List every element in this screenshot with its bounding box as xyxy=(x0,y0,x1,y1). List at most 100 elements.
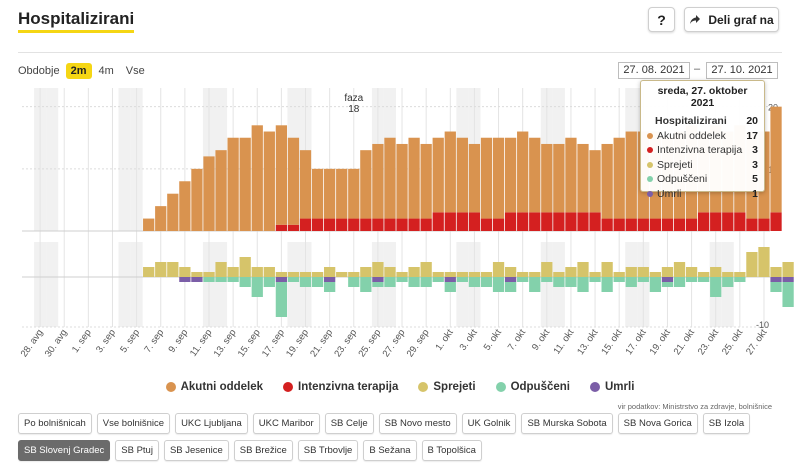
filter-button-5[interactable]: SB Novo mesto xyxy=(378,413,457,434)
icu-bar xyxy=(504,212,517,231)
filter-button-14[interactable]: SB Trbovlje xyxy=(297,440,359,461)
filter-button-13[interactable]: SB Brežice xyxy=(233,440,293,461)
legend-label: Intenzivna terapija xyxy=(298,381,399,393)
legend-item-discharged[interactable]: Odpuščeni xyxy=(495,381,570,393)
admitted-bar xyxy=(517,272,529,277)
admitted-bar xyxy=(263,267,275,277)
deceased-bar xyxy=(444,277,456,282)
x-tick-label: 27. okt xyxy=(744,327,770,357)
filter-button-7[interactable]: SB Murska Sobota xyxy=(521,413,613,434)
period-4m-button[interactable]: 4m xyxy=(98,65,114,77)
admitted-bar xyxy=(492,262,505,277)
x-tick-label: 1. okt xyxy=(433,327,456,353)
icu-bar xyxy=(360,218,372,231)
filter-button-1[interactable]: Vse bolnišnice xyxy=(96,413,171,434)
discharged-bar xyxy=(287,277,300,282)
admitted-bar xyxy=(372,262,384,277)
discharged-bar xyxy=(710,277,722,297)
acute-bar xyxy=(251,125,263,231)
discharged-bar xyxy=(456,277,468,282)
discharged-bar xyxy=(504,282,517,292)
filter-button-8[interactable]: SB Nova Gorica xyxy=(617,413,698,434)
x-tick-label: 9. okt xyxy=(530,327,553,353)
acute-bar xyxy=(408,137,420,219)
x-tick-label: 3. sep xyxy=(94,327,118,355)
discharged-bar xyxy=(275,282,288,317)
discharged-bar xyxy=(565,277,577,287)
discharged-bar xyxy=(673,277,686,287)
icu-bar xyxy=(408,218,420,231)
icu-bar xyxy=(649,218,662,231)
legend-label: Sprejeti xyxy=(433,381,476,393)
legend-item-icu[interactable]: Intenzivna terapija xyxy=(283,381,398,393)
legend-dot xyxy=(418,382,429,392)
period-2m-button[interactable]: 2m xyxy=(65,63,92,79)
discharged-bar xyxy=(372,282,384,287)
filter-button-9[interactable]: SB Izola xyxy=(702,413,751,434)
discharged-bar xyxy=(408,277,420,287)
legend-dot xyxy=(165,382,176,392)
filter-button-6[interactable]: UK Golnik xyxy=(461,413,517,434)
y-tick-label: -10 xyxy=(756,320,769,330)
acute-bar xyxy=(287,137,300,225)
filter-button-4[interactable]: SB Celje xyxy=(324,413,374,434)
admitted-bar xyxy=(758,247,770,277)
period-all-button[interactable]: Vse xyxy=(125,65,145,77)
admitted-bar xyxy=(649,272,662,277)
x-tick-label: 11. okt xyxy=(551,327,576,356)
icu-bar xyxy=(673,218,686,231)
filter-button-11[interactable]: SB Ptuj xyxy=(115,440,159,461)
date-from-input[interactable]: 27. 08. 2021 xyxy=(618,62,690,79)
filter-button-0[interactable]: Po bolnišnicah xyxy=(18,413,92,434)
share-button[interactable]: Deli graf na xyxy=(684,7,779,32)
deceased-bar xyxy=(372,277,384,282)
icu-bar xyxy=(613,218,625,231)
legend-item-admitted[interactable]: Sprejeti xyxy=(418,381,476,393)
icu-bar xyxy=(384,218,396,231)
tooltip-row-admitted: Sprejeti 3 xyxy=(647,158,758,173)
data-source: vir podatkov: Ministrstvo za zdravje, bo… xyxy=(617,402,772,411)
help-button[interactable]: ? xyxy=(648,7,675,32)
tooltip-dot xyxy=(647,176,653,183)
acute-bar xyxy=(444,131,456,213)
discharged-bar xyxy=(215,277,227,282)
date-to-input[interactable]: 27. 10. 2021 xyxy=(706,62,778,79)
filter-button-3[interactable]: UKC Maribor xyxy=(252,413,320,434)
discharged-bar xyxy=(396,277,408,282)
filter-button-10[interactable]: SB Slovenj Gradec xyxy=(18,440,111,461)
x-tick-label: 3. okt xyxy=(458,327,481,353)
deceased-bar xyxy=(504,277,517,282)
filter-button-16[interactable]: B Topolšica xyxy=(421,440,482,461)
legend-item-deceased[interactable]: Umrli xyxy=(590,381,634,393)
deceased-bar xyxy=(275,277,288,282)
share-button-label: Deli graf na xyxy=(708,12,774,27)
discharged-bar xyxy=(432,277,444,282)
filter-button-12[interactable]: SB Jesenice xyxy=(163,440,229,461)
admitted-bar xyxy=(722,272,734,277)
acute-bar xyxy=(589,150,601,213)
weekend-band xyxy=(118,88,131,231)
admitted-bar xyxy=(746,252,758,277)
filter-button-15[interactable]: B Sežana xyxy=(363,440,417,461)
discharged-bar xyxy=(541,277,553,282)
admitted-bar xyxy=(227,267,239,277)
tooltip-dot xyxy=(647,190,653,197)
legend-item-acute[interactable]: Akutni oddelek xyxy=(165,381,263,393)
x-tick-label: 21. okt xyxy=(672,327,698,357)
admitted-bar xyxy=(408,267,420,277)
discharged-bar xyxy=(661,282,674,287)
filter-button-2[interactable]: UKC Ljubljana xyxy=(175,413,248,434)
tooltip-row-icu: Intenzivna terapija 3 xyxy=(647,143,758,158)
legend-label: Umrli xyxy=(605,381,635,393)
deceased-bar xyxy=(782,277,794,282)
tooltip-row-name: Hospitalizirani xyxy=(655,115,727,128)
admitted-bar xyxy=(420,262,432,277)
annotation-label: faza xyxy=(344,93,363,104)
acute-bar xyxy=(324,168,336,219)
tooltip-dot xyxy=(647,147,653,154)
annotation-value: 18 xyxy=(348,104,360,115)
hospital-filter-bar: Po bolnišnicah Vse bolnišnice UKC Ljubljan… xyxy=(18,413,788,461)
discharged-bar xyxy=(468,277,481,287)
acute-bar xyxy=(529,137,541,213)
